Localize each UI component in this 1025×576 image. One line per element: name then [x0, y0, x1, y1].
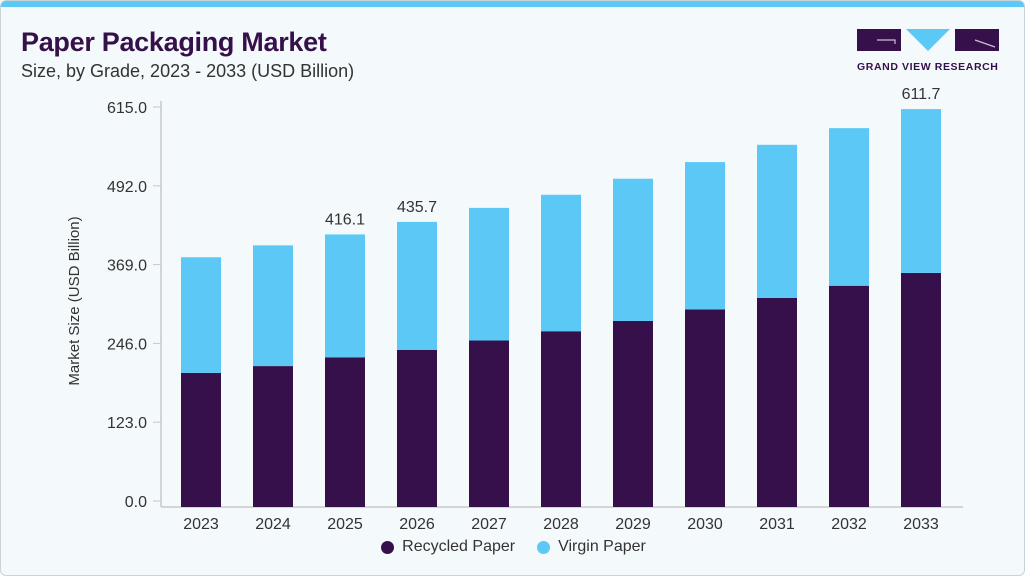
bar-virgin-2024 — [253, 245, 293, 367]
bar-virgin-2031 — [757, 144, 797, 298]
bar-virgin-2030 — [685, 162, 725, 310]
bar-virgin-2025 — [325, 234, 365, 358]
x-tick-label: 2030 — [687, 516, 723, 533]
bar-recycled-2031 — [757, 297, 797, 507]
x-tick-label: 2026 — [399, 516, 435, 533]
grand-view-research-logo: GRAND VIEW RESEARCH — [857, 29, 999, 73]
legend-item-recycled: Recycled Paper — [381, 538, 515, 556]
x-tick-label: 2032 — [831, 516, 867, 533]
chart-title: Paper Packaging Market — [21, 27, 327, 57]
bar-virgin-2028 — [541, 194, 581, 332]
x-tick-label: 2023 — [183, 516, 219, 533]
bar-recycled-2029 — [613, 320, 653, 507]
bar-recycled-2033 — [901, 272, 941, 507]
bar-recycled-2028 — [541, 331, 581, 507]
legend-item-virgin: Virgin Paper — [537, 538, 646, 556]
y-tick-label: 615.0 — [107, 100, 147, 117]
x-tick-label: 2028 — [543, 516, 579, 533]
y-tick-label: 246.0 — [107, 336, 147, 353]
bar-recycled-2030 — [685, 309, 725, 507]
bar-virgin-2023 — [181, 257, 221, 373]
bar-recycled-2026 — [397, 349, 437, 507]
bar-virgin-2029 — [613, 178, 653, 321]
y-tick-label: 123.0 — [107, 415, 147, 432]
legend-swatch-virgin — [537, 540, 551, 554]
x-tick-label: 2024 — [255, 516, 291, 533]
y-tick-label: 492.0 — [107, 179, 147, 196]
data-label-2033: 611.7 — [902, 86, 941, 103]
x-tick-label: 2033 — [903, 516, 939, 533]
data-label-2025: 416.1 — [325, 211, 365, 228]
legend: Recycled Paper Virgin Paper — [1, 538, 1024, 556]
bar-recycled-2023 — [181, 372, 221, 507]
y-axis-title: Market Size (USD Billion) — [66, 216, 83, 385]
bar-virgin-2033 — [901, 109, 941, 273]
legend-label-recycled: Recycled Paper — [402, 538, 516, 555]
bar-recycled-2027 — [469, 340, 509, 507]
bar-virgin-2026 — [397, 221, 437, 350]
x-tick-label: 2025 — [327, 516, 363, 533]
y-tick-label: 0.0 — [125, 494, 147, 511]
bar-virgin-2027 — [469, 207, 509, 341]
bar-virgin-2032 — [829, 128, 869, 286]
x-tick-label: 2031 — [759, 516, 795, 533]
logo-text: GRAND VIEW RESEARCH — [857, 61, 999, 73]
y-tick-label: 369.0 — [107, 258, 147, 275]
logo-mark-icon — [857, 29, 999, 51]
x-tick-label: 2029 — [615, 516, 651, 533]
data-label-2026: 435.7 — [397, 199, 437, 216]
bar-recycled-2025 — [325, 357, 365, 507]
legend-swatch-recycled — [381, 540, 395, 554]
x-tick-label: 2027 — [471, 516, 507, 533]
chart-subtitle: Size, by Grade, 2023 - 2033 (USD Billion… — [21, 61, 355, 81]
bar-recycled-2032 — [829, 285, 869, 507]
accent-bar — [1, 1, 1024, 7]
bar-recycled-2024 — [253, 366, 293, 507]
legend-label-virgin: Virgin Paper — [558, 538, 646, 555]
